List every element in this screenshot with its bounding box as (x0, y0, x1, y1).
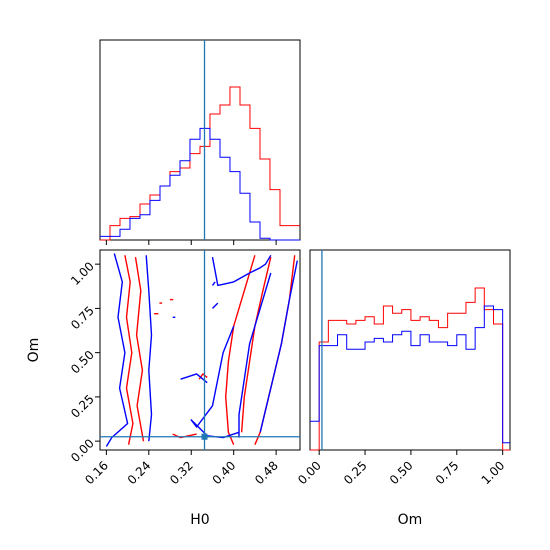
joint-truth-marker (201, 433, 208, 440)
contour-series-0-line-0 (124, 255, 134, 445)
contour-series-0-line-1 (134, 256, 145, 442)
h0-hist-series-0-step (100, 86, 300, 241)
h0-hist-series-1-step (100, 127, 300, 241)
marginal-h0-panel (99, 39, 301, 241)
contour-series-1-line-4 (238, 272, 272, 438)
marginal-om-frame (309, 249, 511, 451)
x-axis-label-om: Om (398, 512, 423, 528)
x-axis-label-h0: H0 (190, 512, 209, 528)
joint-contour-frame (99, 249, 301, 451)
contour-series-1-line-7 (180, 373, 208, 384)
contour-series-1-line-0 (105, 253, 129, 447)
contour-series-0-line-3 (240, 256, 272, 433)
joint-contour-plot-area (100, 250, 300, 450)
y-axis-label-om: Om (26, 338, 42, 363)
contour-series-1-line-5 (259, 260, 298, 433)
contour-series-1-line-8 (212, 302, 219, 309)
contour-series-1-line-1 (145, 255, 153, 442)
marginal-om-plot-area (310, 250, 510, 451)
contour-series-1-line-2 (211, 254, 272, 287)
marginal-om-panel: Om (309, 249, 511, 528)
marginal-h0-frame (99, 39, 301, 241)
contour-series-0-line-9 (172, 433, 197, 439)
marginal-h0-plot-area (100, 40, 300, 241)
om-hist-series-0-step (310, 287, 510, 451)
joint-contour-panel: H0 Om (26, 249, 301, 528)
contour-series-1-line-9 (211, 281, 216, 286)
contour-series-0-line-2 (224, 255, 256, 445)
om-hist-series-1-step (310, 305, 510, 444)
